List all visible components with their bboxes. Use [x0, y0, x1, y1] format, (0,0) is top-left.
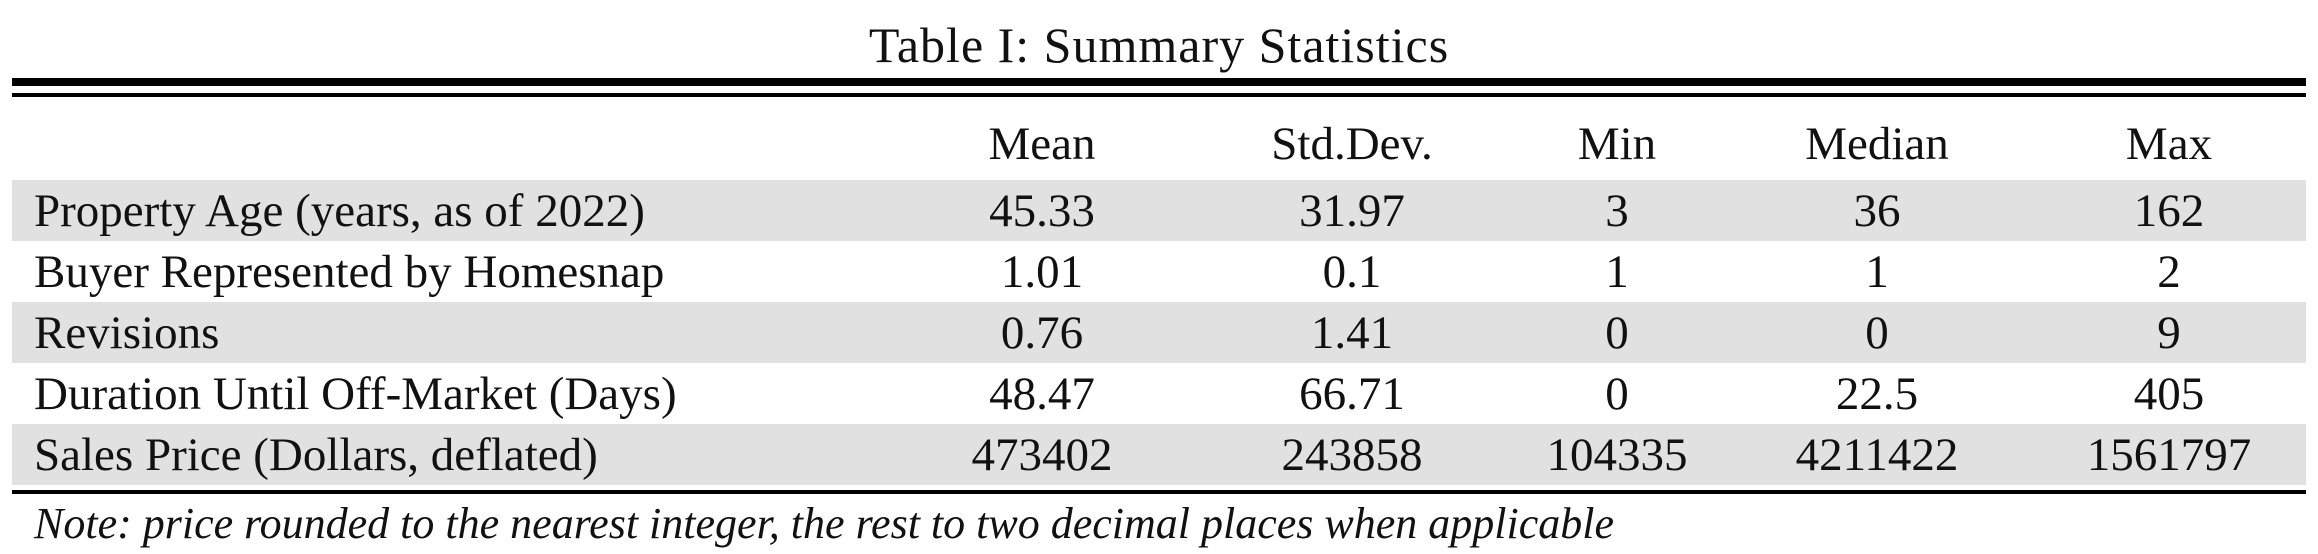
header-median: Median	[1805, 118, 1949, 170]
row-label: Property Age (years, as of 2022)	[12, 180, 892, 241]
cell-median: 22.5	[1835, 367, 1919, 420]
row-label: Duration Until Off-Market (Days)	[34, 367, 677, 420]
summary-statistics-table: Mean Std.Dev. Min Median Max Property Ag…	[12, 108, 2306, 485]
header-label-column	[12, 108, 892, 180]
cell-std-dev: 31.97	[1192, 180, 1512, 241]
cell-max: 405	[2133, 367, 2205, 420]
cell-min: 0	[1605, 367, 1629, 420]
cell-median: 1	[1865, 245, 1889, 298]
table-row: Sales Price (Dollars, deflated) 473402 2…	[12, 424, 2306, 485]
cell-min: 3	[1512, 180, 1722, 241]
cell-std-dev: 0.1	[1322, 245, 1382, 298]
cell-median: 4211422	[1722, 424, 2032, 485]
row-label: Buyer Represented by Homesnap	[34, 245, 665, 298]
cell-mean: 473402	[892, 424, 1192, 485]
table-row: Buyer Represented by Homesnap 1.01 0.1 1…	[12, 241, 2306, 302]
cell-mean: 48.47	[989, 367, 1095, 420]
cell-min: 0	[1512, 302, 1722, 363]
table-row: Property Age (years, as of 2022) 45.33 3…	[12, 180, 2306, 241]
cell-mean: 0.76	[892, 302, 1192, 363]
header-mean: Mean	[988, 118, 1096, 170]
table-note: Note: price rounded to the nearest integ…	[34, 499, 1615, 548]
header-min: Min	[1577, 118, 1657, 170]
cell-max: 2	[2157, 245, 2181, 298]
cell-std-dev: 243858	[1192, 424, 1512, 485]
header-max: Max	[2125, 118, 2213, 170]
cell-median: 36	[1722, 180, 2032, 241]
cell-max: 162	[2032, 180, 2306, 241]
header-std-dev: Std.Dev.	[1271, 118, 1433, 170]
cell-mean: 45.33	[892, 180, 1192, 241]
header-row: Mean Std.Dev. Min Median Max	[12, 108, 2306, 180]
cell-min: 1	[1605, 245, 1629, 298]
table-row: Duration Until Off-Market (Days) 48.47 6…	[12, 363, 2306, 424]
bottom-rule	[12, 490, 2306, 494]
cell-std-dev: 1.41	[1192, 302, 1512, 363]
top-rule-thick	[12, 78, 2306, 86]
row-label: Revisions	[12, 302, 892, 363]
cell-min: 104335	[1512, 424, 1722, 485]
cell-median: 0	[1722, 302, 2032, 363]
cell-std-dev: 66.71	[1299, 367, 1405, 420]
top-rule-thin	[12, 93, 2306, 97]
cell-mean: 1.01	[1000, 245, 1084, 298]
table-row: Revisions 0.76 1.41 0 0 9	[12, 302, 2306, 363]
cell-max: 9	[2032, 302, 2306, 363]
row-label: Sales Price (Dollars, deflated)	[12, 424, 892, 485]
cell-max: 1561797	[2032, 424, 2306, 485]
table-title: Table I: Summary Statistics	[868, 17, 1450, 73]
